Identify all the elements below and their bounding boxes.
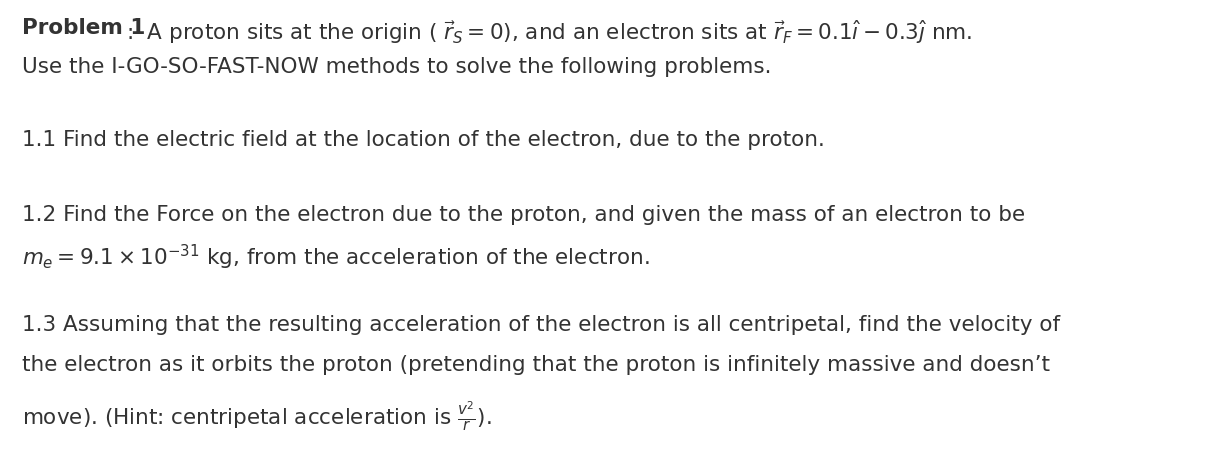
Text: 1.3 Assuming that the resulting acceleration of the electron is all centripetal,: 1.3 Assuming that the resulting accelera… bbox=[22, 315, 1061, 335]
Text: the electron as it orbits the proton (pretending that the proton is infinitely m: the electron as it orbits the proton (pr… bbox=[22, 355, 1050, 375]
Text: Problem 1: Problem 1 bbox=[22, 18, 145, 38]
Text: Use the I-GO-SO-FAST-NOW methods to solve the following problems.: Use the I-GO-SO-FAST-NOW methods to solv… bbox=[22, 57, 771, 77]
Text: 1.1 Find the electric field at the location of the electron, due to the proton.: 1.1 Find the electric field at the locat… bbox=[22, 130, 825, 150]
Text: :  A proton sits at the origin ( $\vec{r}_S = 0$), and an electron sits at $\vec: : A proton sits at the origin ( $\vec{r}… bbox=[126, 18, 973, 46]
Text: 1.2 Find the Force on the electron due to the proton, and given the mass of an e: 1.2 Find the Force on the electron due t… bbox=[22, 205, 1025, 225]
Text: $m_e = 9.1 \times 10^{-31}$ kg, from the acceleration of the electron.: $m_e = 9.1 \times 10^{-31}$ kg, from the… bbox=[22, 243, 650, 272]
Text: move). (Hint: centripetal acceleration is $\frac{v^2}{r}$).: move). (Hint: centripetal acceleration i… bbox=[22, 400, 491, 433]
